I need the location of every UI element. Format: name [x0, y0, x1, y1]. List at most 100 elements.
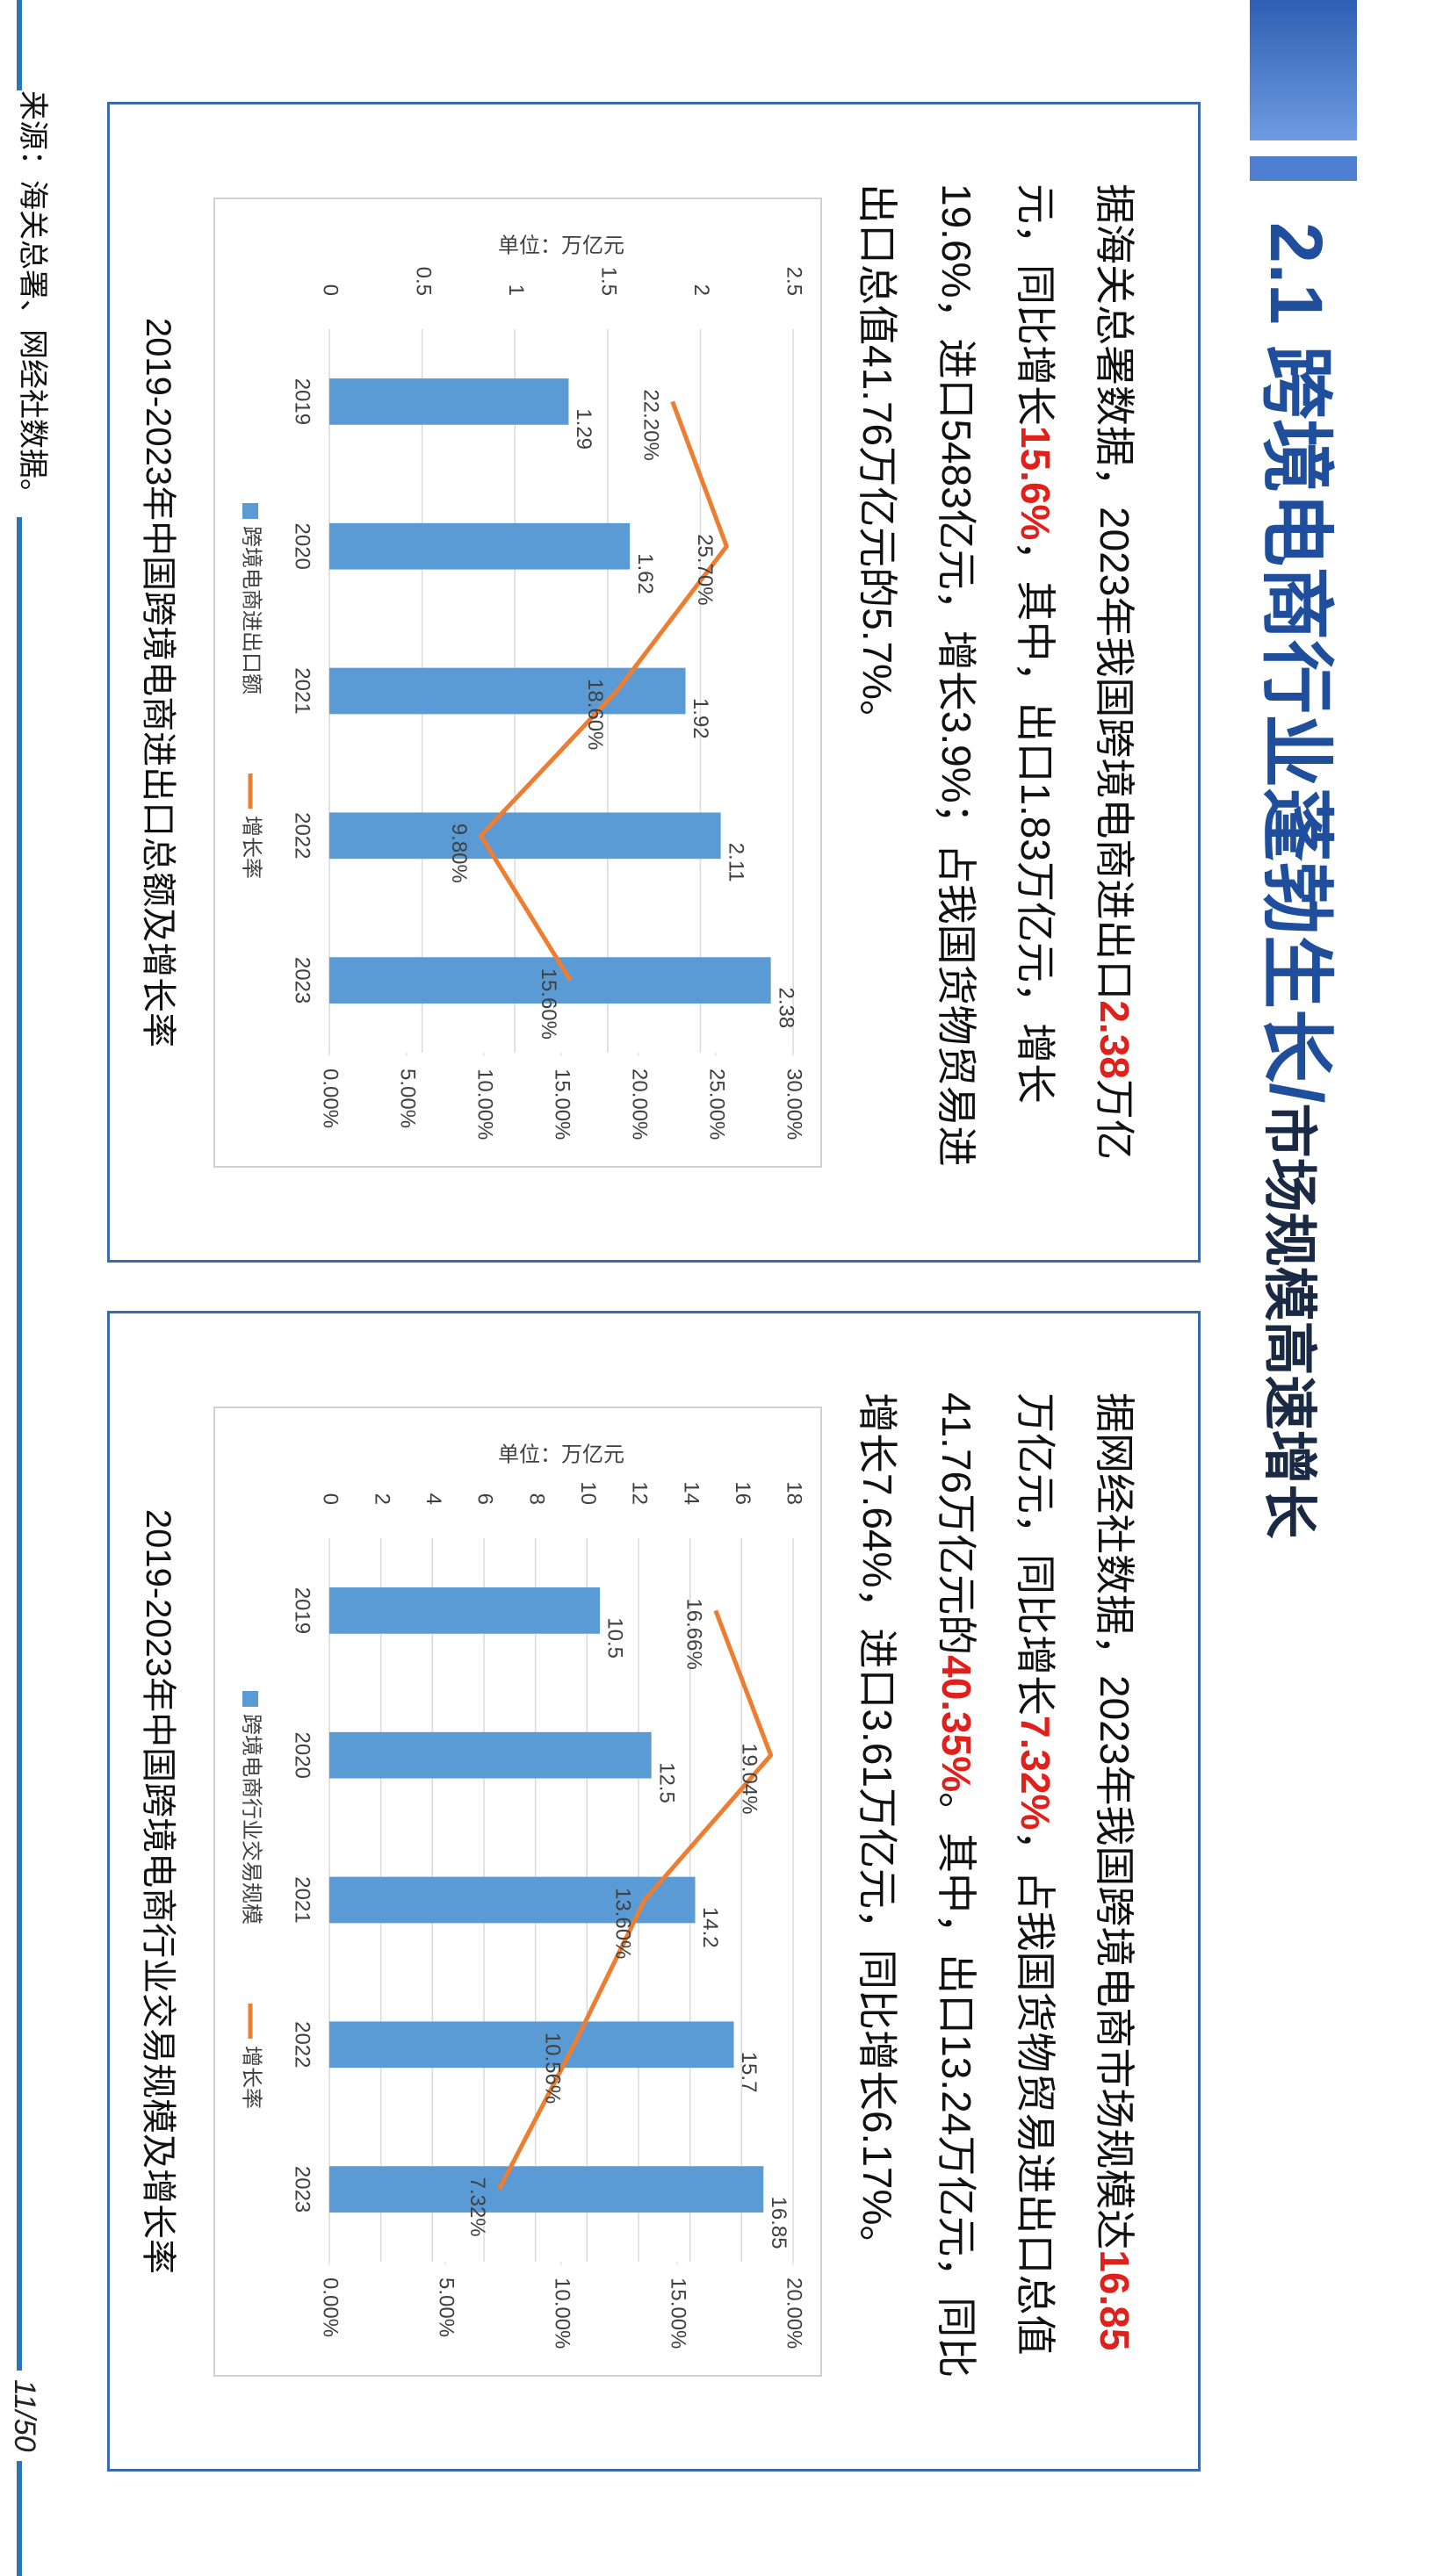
line-value-label: 18.60% — [583, 679, 607, 750]
paragraph-text: 据海关总署数据，2023年我国跨境电商进出口 — [1092, 183, 1137, 1001]
y-tick-label: 0 — [319, 284, 343, 296]
y-tick-label: 8 — [524, 1493, 548, 1505]
y-tick-label: 1.5 — [596, 267, 620, 296]
decor-block — [1250, 0, 1357, 140]
slide-title: 2.1 跨境电商行业蓬勃生长/市场规模高速增长 — [1249, 222, 1355, 1538]
highlight-text: 7.32% — [1013, 1716, 1058, 1831]
chart-caption: 2019-2023年中国跨境电商行业交易规模及增长率 — [139, 1508, 177, 2275]
y-tick-label: 4 — [422, 1493, 445, 1505]
y-tick-label: 18 — [783, 1481, 806, 1505]
y2-tick-label: 30.00% — [783, 1069, 806, 1140]
bar-value-label: 2.38 — [774, 988, 797, 1029]
x-tick-label: 2021 — [291, 667, 314, 714]
y-axis-title: 单位：万亿元 — [498, 1443, 624, 1466]
y-tick-label: 12 — [628, 1481, 652, 1505]
bar — [329, 1587, 600, 1634]
x-tick-label: 2023 — [291, 2166, 314, 2213]
x-tick-label: 2021 — [291, 1876, 314, 1923]
y-tick-label: 1 — [504, 284, 528, 296]
line-value-label: 7.32% — [465, 2177, 489, 2237]
y2-tick-label: 10.00% — [551, 2277, 574, 2349]
bar — [329, 667, 686, 715]
bar-value-label: 14.2 — [698, 1907, 722, 1948]
legend-swatch — [242, 503, 258, 519]
bar — [329, 378, 569, 425]
paragraph: 据网经社数据，2023年我国跨境电商市场规模达16.85 万亿元，同比增长7.32… — [838, 1392, 1154, 2385]
line-value-label: 16.66% — [682, 1598, 705, 1669]
paragraph: 据海关总署数据，2023年我国跨境电商进出口2.38万亿元，同比增长15.6%，… — [838, 183, 1154, 1176]
chart: 0 2 4 6 8 10 12 14 16 18 0.00% 5.00% 10.00% 15.00% 20.… — [213, 1407, 822, 2377]
bar-value-label: 12.5 — [654, 1762, 678, 1803]
x-tick-label: 2020 — [291, 1732, 314, 1779]
x-tick-label: 2022 — [291, 2021, 314, 2068]
y2-tick-label: 15.00% — [667, 2277, 690, 2349]
paragraph-text: 据网经社数据，2023年我国跨境电商市场规模达 — [1092, 1392, 1137, 2250]
y-tick-label: 0 — [319, 1493, 343, 1505]
title-main: 2.1 跨境电商行业蓬勃生长/ — [1255, 222, 1338, 1104]
bar-value-label: 10.5 — [603, 1617, 627, 1659]
x-tick-label: 2020 — [291, 523, 314, 570]
y-tick-label: 0.5 — [411, 267, 435, 296]
chart-caption: 2019-2023年中国跨境电商进出口总额及增长率 — [139, 317, 177, 1048]
legend-label: 增长率 — [240, 2046, 263, 2109]
y2-tick-label: 25.00% — [705, 1069, 729, 1140]
line-value-label: 9.80% — [447, 824, 471, 883]
bar — [329, 1731, 652, 1779]
decor-stripe — [1250, 156, 1357, 181]
bar-value-label: 2.11 — [724, 843, 747, 882]
y-tick-label: 10 — [576, 1481, 600, 1505]
y2-tick-label: 20.00% — [783, 2277, 806, 2349]
y2-tick-label: 0.00% — [319, 1069, 343, 1128]
bar — [328, 957, 771, 1004]
y2-tick-label: 0.00% — [319, 2277, 343, 2337]
y2-tick-label: 5.00% — [396, 1069, 420, 1128]
bar-value-label: 15.7 — [737, 2052, 761, 2093]
line-value-label: 10.56% — [540, 2033, 564, 2104]
y-tick-label: 2 — [370, 1493, 393, 1505]
paragraph-text: 万亿元，同比增长 — [1013, 1392, 1058, 1716]
y-tick-label: 6 — [473, 1493, 497, 1505]
x-tick-label: 2022 — [291, 812, 314, 859]
bar-value-label: 16.85 — [767, 2197, 790, 2249]
y-axis-title: 单位：万亿元 — [498, 234, 624, 257]
bar — [329, 2021, 734, 2069]
chart: 0 0.5 1 1.5 2 2.5 0.00% 5.00% 10.00% 15.00% 20.00%… — [213, 198, 822, 1168]
bar — [328, 522, 631, 570]
x-tick-label: 2019 — [291, 378, 314, 425]
line — [478, 400, 729, 982]
bar — [329, 1876, 696, 1924]
legend-swatch — [242, 1691, 258, 1707]
highlight-text: 15.6% — [1013, 426, 1058, 541]
y2-tick-label: 15.00% — [551, 1069, 574, 1140]
line-value-label: 25.70% — [693, 534, 717, 605]
bar-value-label: 1.92 — [689, 698, 712, 739]
highlight-text: 2.38 — [1092, 1000, 1137, 1079]
bar-value-label: 1.62 — [633, 553, 657, 594]
bar — [329, 2166, 764, 2213]
y-tick-label: 2 — [689, 284, 713, 296]
line-value-label: 13.60% — [611, 1888, 635, 1959]
legend-label: 跨境电商进出口额 — [240, 526, 263, 694]
title-sub: 市场规模高速增长 — [1259, 1103, 1319, 1539]
line-value-label: 19.04% — [737, 1743, 761, 1814]
highlight-text: 16.85 — [1092, 2249, 1137, 2351]
source: 来源：海关总署、网经社数据。 — [14, 90, 57, 517]
y-tick-label: 14 — [679, 1481, 703, 1505]
bar — [329, 812, 721, 860]
y2-tick-label: 10.00% — [473, 1069, 497, 1140]
bar-value-label: 1.29 — [572, 408, 595, 450]
legend-label: 增长率 — [240, 816, 263, 879]
x-tick-label: 2023 — [291, 957, 314, 1004]
y2-tick-label: 5.00% — [435, 2277, 458, 2337]
y-tick-label: 2.5 — [783, 267, 806, 296]
legend-label: 跨境电商行业交易规模 — [240, 1714, 263, 1925]
highlight-text: 40.35% — [934, 1655, 979, 1793]
line-value-label: 15.60% — [537, 968, 560, 1040]
page-number: 11/50 — [7, 2371, 41, 2461]
y2-tick-label: 20.00% — [628, 1069, 652, 1140]
y-tick-label: 16 — [731, 1481, 754, 1505]
line-value-label: 22.20% — [639, 389, 662, 460]
line — [497, 1609, 774, 2191]
